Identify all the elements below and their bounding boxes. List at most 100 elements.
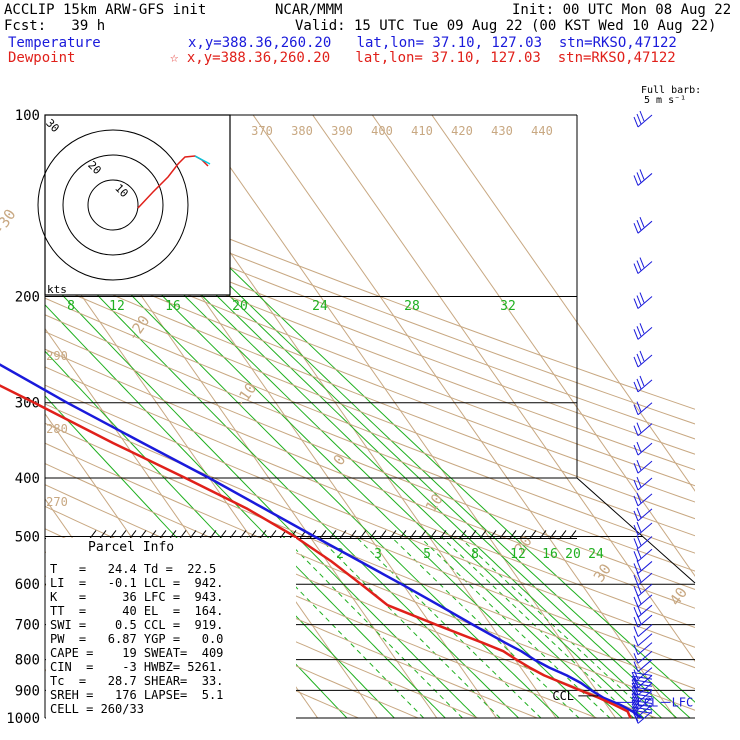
- dry-adiabat-line: [45, 366, 695, 629]
- wind-barb-flag: [631, 690, 639, 702]
- isotherm-label: 10: [422, 490, 447, 515]
- wind-barb-staff: [631, 675, 653, 680]
- forecast-hour: Fcst: 39 h: [4, 18, 106, 34]
- wind-barb-flag: [633, 635, 639, 646]
- theta-label: 400: [371, 124, 393, 138]
- pressure-tick-label: 500: [15, 529, 40, 545]
- profile-dewpoint: [0, 384, 632, 719]
- parcel-row-1: T = 24.4 Td = 22.5: [50, 562, 217, 576]
- wind-barb-flag: [636, 172, 642, 183]
- wind-barb-flag: [633, 653, 639, 664]
- dry-adiabat-line: [45, 281, 695, 537]
- parcel-row-10: SREH = 176 LAPSE= 5.1: [50, 688, 224, 702]
- wind-barb-flag: [633, 644, 639, 655]
- theta-label: 380: [291, 124, 313, 138]
- wind-barb-flag: [636, 476, 642, 488]
- dewpoint-location: ☆ x,y=388.36,260.20 lat,lon= 37.10, 127.…: [170, 50, 676, 66]
- wind-barb-staff: [637, 354, 653, 368]
- model-title: ACCLIP 15km ARW-GFS init: [4, 2, 207, 18]
- chart-tropopause-hatch: [45, 530, 577, 539]
- wind-barb-flag: [636, 459, 642, 471]
- theta-label: 280: [46, 422, 68, 436]
- pressure-tick-label: 700: [15, 618, 40, 634]
- mixing-ratio-label: 20: [565, 547, 581, 562]
- isotherm-line: [312, 115, 695, 663]
- hodograph-trace-top: [194, 155, 211, 165]
- dry-adiabat-line: [45, 297, 695, 554]
- wind-barb-flag: [631, 679, 639, 691]
- wind-barb-staff: [631, 693, 653, 698]
- wind-barb-flag: [631, 706, 639, 719]
- pressure-tick-label: 800: [15, 653, 40, 669]
- wind-barb-flag: [633, 479, 639, 491]
- wind-barb-flag: [636, 295, 642, 306]
- wind-barb-staff: [637, 442, 653, 456]
- theta-label: 390: [331, 124, 353, 138]
- wind-barb-flag: [633, 626, 639, 637]
- isotherm-line: [252, 115, 676, 718]
- wind-barb-flag: [633, 538, 639, 549]
- lfc-label: LFC: [672, 695, 694, 709]
- isotherm-label: -10: [230, 379, 260, 412]
- isotherm-line: [431, 115, 695, 492]
- dry-adiabat-line: [45, 348, 695, 609]
- wind-barb-flag: [631, 703, 639, 716]
- wind-barb-staff: [637, 642, 653, 656]
- wind-barb-flag: [633, 551, 639, 562]
- wind-barb-staff: [637, 261, 653, 274]
- wind-barb-flag: [633, 356, 639, 368]
- parcel-info-panel: Parcel Info T = 24.4 Td = 22.5 LI = -0.1…: [46, 538, 296, 723]
- mixing-ratio-label: 28: [404, 299, 420, 314]
- wind-barb-staff: [637, 460, 653, 474]
- wind-barb-staff: [631, 682, 653, 687]
- dry-adiabat-line: [45, 403, 695, 669]
- wind-barb-staff: [631, 686, 653, 691]
- wind-barb-flag: [633, 444, 639, 456]
- profile-temperature: [0, 363, 643, 720]
- wind-barb-staff: [637, 402, 653, 416]
- wind-barb-flag: [636, 378, 642, 390]
- wind-barb-flag: [636, 353, 642, 365]
- wind-barb-flag: [633, 298, 639, 309]
- parcel-row-4: TT = 40 EL = 164.: [50, 604, 224, 618]
- mixing-ratio-dashed-line: [282, 536, 464, 718]
- temperature-location: x,y=388.36,260.20 lat,lon= 37.10, 127.03…: [188, 35, 677, 51]
- wind-barb-flag: [633, 462, 639, 474]
- isotherm-line: [45, 242, 378, 718]
- wind-barb-flag: [631, 700, 639, 712]
- wind-barb-staff: [637, 326, 653, 340]
- hodograph-ring-20: [62, 154, 164, 256]
- wind-barb-flag: [639, 292, 645, 303]
- mixing-ratio-label: 12: [109, 299, 125, 314]
- mixing-ratio-label: 24: [588, 547, 604, 562]
- wind-barb-flag: [631, 672, 639, 684]
- pressure-tick-label: 900: [15, 683, 40, 699]
- pressure-tick-label: 400: [15, 471, 40, 487]
- wind-barb-flag: [636, 113, 642, 125]
- wind-barb-flag: [633, 563, 639, 574]
- source-label: NCAR/MMM: [275, 2, 343, 18]
- dry-adiabat-line: [45, 331, 695, 590]
- wind-barb-flag: [631, 675, 639, 688]
- parcel-info-title: Parcel Info: [88, 540, 175, 555]
- wind-barb-flag: [636, 521, 642, 533]
- valid-time: Valid: 15 UTC Tue 09 Aug 22 (00 KST Wed …: [295, 18, 717, 34]
- wind-barb-staff: [637, 477, 653, 491]
- wind-barb-flag: [633, 425, 639, 436]
- wind-barb-staff: [637, 659, 653, 672]
- isotherm-label: 0: [329, 451, 349, 469]
- wind-barb-flag: [636, 613, 642, 625]
- wind-barb-staff: [631, 679, 653, 684]
- mixing-ratio-dashed-line: [390, 536, 580, 718]
- wind-barb-flag: [639, 323, 645, 334]
- wind-barb-flag: [633, 495, 639, 507]
- wind-barb-flag: [639, 350, 645, 362]
- wind-barb-staff: [637, 561, 653, 574]
- wind-barb-flag: [639, 375, 645, 387]
- wind-barb-flag: [636, 560, 642, 571]
- dry-adiabat-line: [45, 205, 695, 455]
- mixing-ratio-label: 32: [500, 299, 516, 314]
- wind-barb-staff: [637, 423, 653, 437]
- wind-barb-flag: [636, 571, 642, 583]
- mixing-ratio-dashed-line: [458, 536, 654, 718]
